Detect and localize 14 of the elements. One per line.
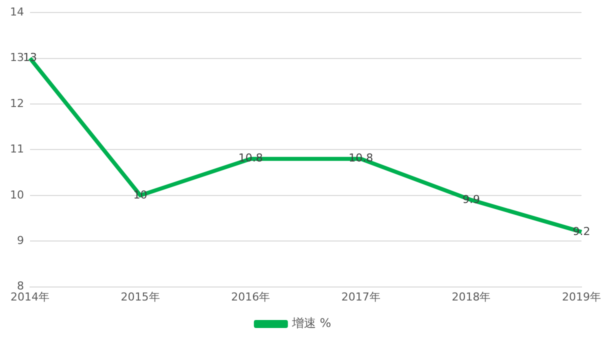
x-tick-label: 2015年 <box>120 290 160 304</box>
y-tick-label: 11 <box>10 142 24 156</box>
y-tick-label: 12 <box>10 96 24 110</box>
x-tick-label: 2016年 <box>231 290 270 304</box>
y-tick-label: 10 <box>10 188 24 202</box>
x-tick-label: 2017年 <box>341 290 380 304</box>
y-tick-label: 13 <box>10 51 24 64</box>
x-tick-label: 2019年 <box>562 290 602 304</box>
y-tick-label: 8 <box>16 280 24 293</box>
legend-label: 增速 % <box>290 316 332 330</box>
y-tick-label: 14 <box>10 5 24 18</box>
y-tick-label: 9 <box>16 234 24 247</box>
x-tick-label: 2018年 <box>452 290 491 304</box>
x-tick-label: 2014年 <box>10 290 50 304</box>
